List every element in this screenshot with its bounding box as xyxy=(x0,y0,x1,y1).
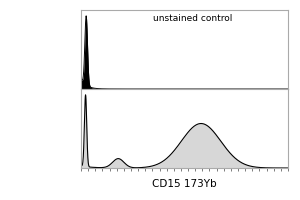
Text: unstained control: unstained control xyxy=(153,14,233,23)
X-axis label: CD15 173Yb: CD15 173Yb xyxy=(152,179,217,189)
